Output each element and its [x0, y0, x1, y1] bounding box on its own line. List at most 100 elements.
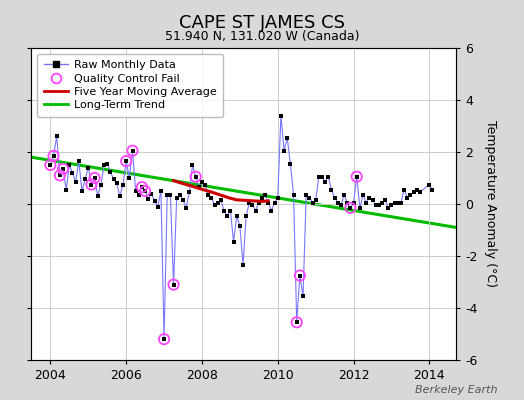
Point	[372, 202, 380, 208]
Point	[394, 200, 402, 206]
Point	[390, 200, 399, 206]
Point	[362, 200, 370, 206]
Point	[160, 336, 168, 342]
Point	[311, 197, 320, 203]
Point	[81, 176, 89, 182]
Point	[292, 319, 301, 326]
Point	[264, 200, 272, 206]
Point	[194, 184, 203, 190]
Point	[274, 194, 282, 201]
Point	[230, 238, 238, 245]
Point	[62, 186, 70, 193]
Point	[150, 198, 159, 205]
Point	[65, 162, 73, 168]
Point	[350, 200, 358, 206]
Point	[87, 181, 95, 188]
Point	[255, 200, 263, 206]
Point	[353, 174, 361, 180]
Point	[428, 186, 436, 193]
Point	[245, 200, 254, 206]
Point	[52, 133, 61, 140]
Point	[198, 179, 206, 185]
Point	[172, 194, 181, 201]
Point	[141, 188, 149, 194]
Point	[56, 172, 64, 178]
Point	[122, 158, 130, 164]
Point	[176, 192, 184, 198]
Point	[365, 194, 374, 201]
Text: Berkeley Earth: Berkeley Earth	[416, 385, 498, 395]
Legend: Raw Monthly Data, Quality Control Fail, Five Year Moving Average, Long-Term Tren: Raw Monthly Data, Quality Control Fail, …	[37, 54, 223, 117]
Point	[270, 200, 279, 206]
Point	[132, 188, 140, 194]
Point	[258, 194, 266, 201]
Point	[214, 200, 222, 206]
Point	[46, 162, 54, 168]
Point	[346, 205, 355, 211]
Point	[91, 175, 99, 181]
Point	[248, 202, 257, 208]
Point	[91, 175, 99, 181]
Point	[305, 194, 313, 201]
Point	[157, 188, 165, 194]
Point	[169, 282, 178, 288]
Point	[211, 202, 219, 208]
Point	[343, 200, 352, 206]
Point	[74, 158, 83, 164]
Point	[296, 272, 304, 279]
Point	[179, 197, 187, 203]
Point	[59, 166, 67, 172]
Point	[223, 212, 232, 219]
Point	[103, 160, 112, 167]
Point	[359, 192, 367, 198]
Point	[201, 181, 209, 188]
Y-axis label: Temperature Anomaly (°C): Temperature Anomaly (°C)	[484, 120, 497, 288]
Point	[334, 200, 342, 206]
Point	[147, 190, 156, 197]
Point	[113, 180, 121, 186]
Point	[267, 207, 276, 214]
Point	[236, 223, 244, 229]
Point	[302, 192, 310, 198]
Point	[403, 194, 411, 201]
Point	[416, 189, 424, 196]
Point	[116, 193, 124, 199]
Point	[286, 160, 294, 167]
Point	[138, 184, 146, 190]
Text: 51.940 N, 131.020 W (Canada): 51.940 N, 131.020 W (Canada)	[165, 30, 359, 43]
Point	[138, 184, 146, 190]
Point	[384, 205, 392, 211]
Point	[321, 179, 329, 185]
Point	[261, 192, 269, 198]
Point	[381, 197, 389, 203]
Point	[87, 181, 95, 188]
Point	[84, 164, 92, 171]
Point	[71, 179, 80, 185]
Point	[277, 112, 285, 119]
Point	[188, 162, 196, 168]
Point	[331, 194, 339, 201]
Point	[68, 170, 77, 176]
Point	[125, 175, 134, 181]
Point	[356, 205, 364, 211]
Point	[191, 174, 200, 180]
Point	[337, 202, 345, 208]
Point	[346, 205, 355, 211]
Point	[314, 174, 323, 180]
Point	[217, 197, 225, 203]
Point	[208, 194, 216, 201]
Point	[182, 205, 190, 211]
Point	[308, 200, 316, 206]
Point	[299, 293, 307, 300]
Point	[135, 192, 143, 198]
Point	[59, 166, 67, 172]
Point	[144, 196, 152, 202]
Point	[191, 174, 200, 180]
Point	[106, 168, 115, 175]
Point	[324, 174, 332, 180]
Point	[387, 202, 396, 208]
Point	[406, 192, 414, 198]
Point	[122, 158, 130, 164]
Point	[296, 272, 304, 279]
Point	[233, 212, 241, 219]
